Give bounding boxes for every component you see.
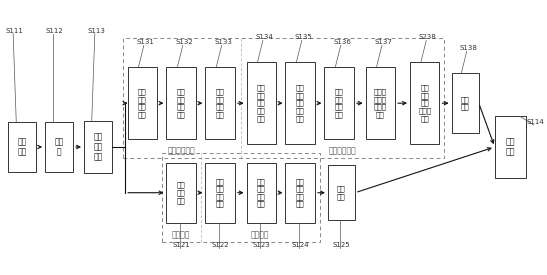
Text: S238: S238 xyxy=(419,34,437,40)
Text: S124: S124 xyxy=(292,243,309,248)
Bar xyxy=(84,121,112,173)
Text: S122: S122 xyxy=(211,243,229,248)
Bar xyxy=(166,67,196,139)
Text: 烟雾
报警: 烟雾 报警 xyxy=(461,96,469,110)
Bar xyxy=(494,116,526,178)
Bar xyxy=(328,165,355,220)
Bar xyxy=(123,37,444,158)
Text: S138: S138 xyxy=(459,45,477,51)
Text: S133: S133 xyxy=(214,40,232,45)
Bar xyxy=(452,73,479,133)
Text: S123: S123 xyxy=(253,243,270,248)
Text: S137: S137 xyxy=(375,40,392,45)
Text: 静态特征: 静态特征 xyxy=(172,230,190,240)
Text: S136: S136 xyxy=(333,40,351,45)
Bar xyxy=(45,122,73,172)
Bar xyxy=(127,67,157,139)
Text: S134: S134 xyxy=(255,34,274,40)
Bar xyxy=(286,163,315,222)
Text: 火焰
报警: 火焰 报警 xyxy=(337,186,346,200)
Text: S113: S113 xyxy=(88,28,106,34)
Text: S125: S125 xyxy=(333,243,350,248)
Text: 火焰
亮度
变化
校验: 火焰 亮度 变化 校验 xyxy=(296,178,305,207)
Text: 输入
视频: 输入 视频 xyxy=(18,137,27,157)
Text: S135: S135 xyxy=(294,34,312,40)
Text: 烟雾
形状
特征
检测: 烟雾 形状 特征 检测 xyxy=(138,89,147,118)
Text: 烟火
报警: 烟火 报警 xyxy=(505,137,515,157)
Text: 预处
理: 预处 理 xyxy=(54,137,63,157)
Text: 烟雾
颜色
特征
检测: 烟雾 颜色 特征 检测 xyxy=(177,89,185,118)
Text: S132: S132 xyxy=(176,40,193,45)
Bar xyxy=(205,163,235,222)
Bar xyxy=(247,62,276,144)
Bar xyxy=(286,62,315,144)
Bar xyxy=(162,153,319,243)
Text: S111: S111 xyxy=(6,28,24,34)
Text: 动态特征: 动态特征 xyxy=(251,230,270,240)
Bar xyxy=(247,163,276,222)
Text: 火焰
面积
变化
检测: 火焰 面积 变化 检测 xyxy=(257,178,266,207)
Text: 烟雾
主运
动方
向特征
检测: 烟雾 主运 动方 向特征 检测 xyxy=(418,85,431,122)
Text: S112: S112 xyxy=(45,28,63,34)
Text: 烟雾
面积
变化
特征
检测: 烟雾 面积 变化 特征 检测 xyxy=(296,85,305,122)
Bar xyxy=(365,67,395,139)
Text: 动态特征检测: 动态特征检测 xyxy=(329,146,356,155)
Bar xyxy=(8,122,37,172)
Text: 运动
前景
检测: 运动 前景 检测 xyxy=(94,132,103,162)
Bar xyxy=(205,67,235,139)
Text: 火焰
形状
变化
检测: 火焰 形状 变化 检测 xyxy=(216,178,224,207)
Text: S121: S121 xyxy=(172,243,190,248)
Bar xyxy=(410,62,439,144)
Text: 火焰
颜色
检测: 火焰 颜色 检测 xyxy=(177,182,185,204)
Text: S131: S131 xyxy=(136,40,154,45)
Text: 烟雾
形状
变化
特征
检测: 烟雾 形状 变化 特征 检测 xyxy=(257,85,266,122)
Text: 烟雾
亮度
特征
检测: 烟雾 亮度 特征 检测 xyxy=(335,89,344,118)
Text: S114: S114 xyxy=(526,119,544,125)
Text: 静态特征检测: 静态特征检测 xyxy=(168,146,196,155)
Text: 烟雾发
测点固
定特征
检测: 烟雾发 测点固 定特征 检测 xyxy=(374,89,387,118)
Text: 烟雾
占比
特征
检测: 烟雾 占比 特征 检测 xyxy=(216,89,224,118)
Bar xyxy=(324,67,354,139)
Bar xyxy=(166,163,196,222)
